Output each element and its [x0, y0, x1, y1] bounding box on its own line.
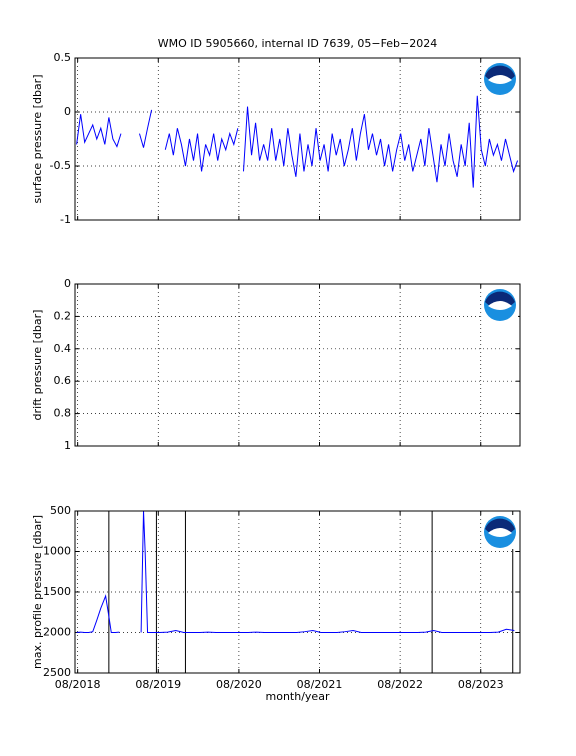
- y-tick-label: 2000: [43, 626, 71, 639]
- x-tick-label: 08/2018: [55, 678, 101, 691]
- data-line: [76, 510, 515, 633]
- logo-bird: [488, 528, 512, 537]
- x-tick-label: 08/2021: [297, 678, 343, 691]
- x-tick-label: 08/2022: [377, 678, 423, 691]
- axes-box: [74, 283, 521, 447]
- x-tick-label: 08/2020: [216, 678, 262, 691]
- y-tick-label: 0.5: [54, 51, 72, 64]
- y-tick-label: 1000: [43, 545, 71, 558]
- logos: [482, 62, 518, 549]
- y-tick-label: 0: [64, 277, 71, 290]
- noaa-logo: [482, 288, 518, 322]
- y-axis-label: surface pressure [dbar]: [31, 75, 44, 204]
- x-tick-label: 08/2019: [135, 678, 181, 691]
- noaa-logo: [482, 62, 518, 96]
- noaa-logo: [482, 515, 518, 549]
- y-axis-label: drift pressure [dbar]: [31, 310, 44, 421]
- y-tick-label: 2500: [43, 666, 71, 679]
- y-tick-label: 500: [50, 504, 71, 517]
- y-tick-label: 0: [64, 105, 71, 118]
- axes-box: [74, 510, 521, 674]
- y-tick-label: 0.6: [54, 374, 72, 387]
- y-tick-label: 0.4: [54, 342, 72, 355]
- y-tick-label: -0.5: [50, 159, 71, 172]
- y-tick-label: 0.8: [54, 407, 72, 420]
- y-axis-label: max. profile pressure [dbar]: [31, 515, 44, 669]
- x-axis-label: month/year: [266, 690, 330, 703]
- y-tick-label: 0.2: [54, 309, 72, 322]
- data-line: [76, 95, 519, 188]
- logo-bird: [488, 75, 512, 84]
- y-tick-label: -1: [60, 213, 71, 226]
- x-tick-label: 08/2023: [458, 678, 504, 691]
- y-tick-label: 1: [64, 439, 71, 452]
- logo-bird: [488, 301, 512, 310]
- axes-box: [74, 57, 521, 221]
- chart-title: WMO ID 5905660, internal ID 7639, 05−Feb…: [158, 37, 438, 50]
- y-tick-label: 1500: [43, 585, 71, 598]
